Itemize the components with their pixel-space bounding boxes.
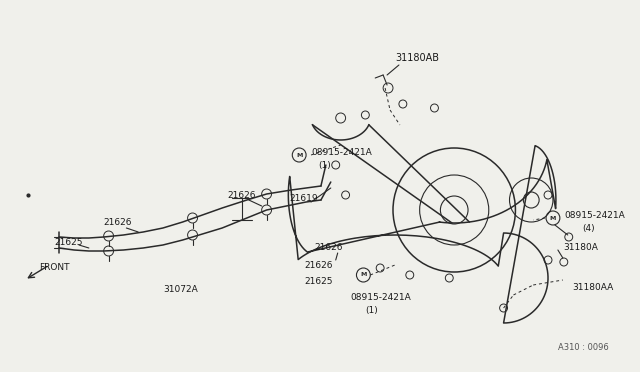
Text: 31180AA: 31180AA [573, 283, 614, 292]
Text: (1): (1) [318, 160, 331, 170]
Text: 08915-2421A: 08915-2421A [351, 294, 412, 302]
Text: 21626: 21626 [314, 244, 342, 253]
Text: 31180A: 31180A [563, 244, 598, 253]
Text: A310 : 0096: A310 : 0096 [558, 343, 609, 353]
Text: M: M [550, 215, 556, 221]
Text: (4): (4) [582, 224, 595, 232]
Text: 21625: 21625 [54, 237, 83, 247]
Text: 31180AB: 31180AB [395, 53, 439, 63]
Text: 21626: 21626 [227, 190, 255, 199]
Text: 21619: 21619 [289, 193, 318, 202]
Text: 21626: 21626 [304, 260, 333, 269]
Text: 21625: 21625 [304, 278, 333, 286]
Text: 08915-2421A: 08915-2421A [565, 211, 625, 219]
Text: FRONT: FRONT [40, 263, 70, 273]
Text: (1): (1) [365, 307, 378, 315]
Text: M: M [360, 273, 367, 278]
Text: 08915-2421A: 08915-2421A [311, 148, 372, 157]
Text: 21626: 21626 [104, 218, 132, 227]
Text: 31072A: 31072A [163, 285, 198, 295]
Text: M: M [296, 153, 302, 157]
